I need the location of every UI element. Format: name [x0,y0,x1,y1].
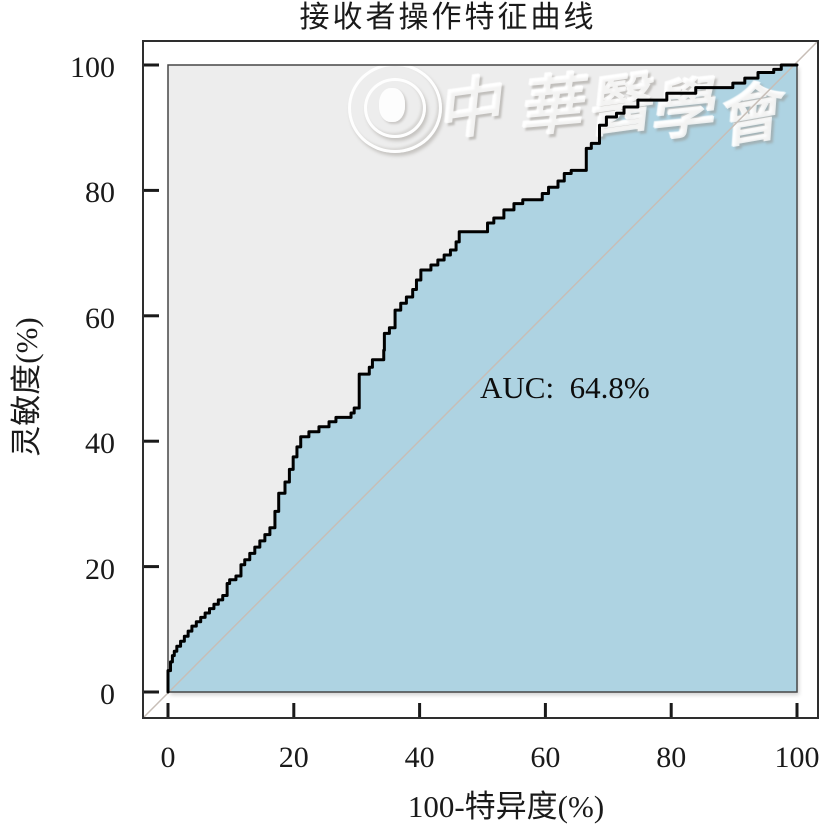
roc-curve [166,63,799,694]
